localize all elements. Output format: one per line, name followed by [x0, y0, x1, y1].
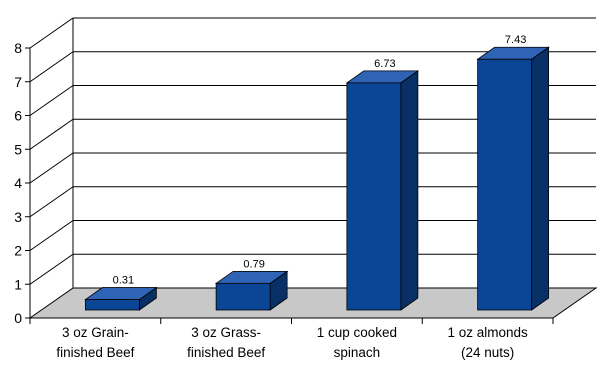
x-tick-label: spinach — [334, 345, 381, 360]
data-label: 0.31 — [113, 275, 134, 287]
gridline-side — [29, 253, 74, 285]
bar-front — [477, 58, 533, 311]
bar-series: 0.31 0.79 6.73 7.43 — [84, 34, 550, 311]
y-tick-label: 4 — [14, 175, 22, 191]
y-tick-label: 8 — [14, 40, 22, 56]
gridline-side — [29, 152, 74, 184]
x-tick-label: finished Beef — [56, 345, 134, 360]
x-tick-label: 1 oz almonds — [447, 325, 528, 340]
bar — [84, 286, 158, 311]
gridline-side — [29, 85, 74, 116]
bar-front — [84, 299, 140, 311]
bar-side — [400, 70, 419, 311]
x-tick-label: 1 cup cooked — [317, 325, 397, 340]
data-label: 6.73 — [374, 58, 395, 70]
x-tick-label: finished Beef — [187, 345, 265, 360]
x-axis: 3 oz Grain-finished Beef 3 oz Grass-finis… — [29, 317, 554, 360]
bar-front — [346, 82, 402, 311]
gridline-side — [29, 220, 74, 251]
data-label: 7.43 — [505, 34, 526, 46]
y-tick-label: 7 — [14, 74, 22, 90]
bar-side — [531, 46, 550, 311]
x-tick-label: 3 oz Grain- — [62, 325, 129, 340]
x-tick-label: 3 oz Grass- — [191, 325, 261, 340]
data-label: 0.79 — [243, 258, 264, 270]
bar-front — [215, 282, 271, 311]
bar — [345, 70, 420, 311]
y-tick-label: 1 — [14, 276, 22, 292]
y-tick-label: 2 — [14, 243, 22, 259]
y-tick-label: 6 — [14, 108, 22, 124]
y-tick-label: 3 — [14, 209, 22, 225]
bar — [214, 270, 289, 311]
y-tick-label: 5 — [14, 141, 22, 157]
y-axis: 0 1 2 3 4 5 6 7 8 — [14, 40, 30, 326]
bar — [476, 46, 550, 311]
x-tick-label: (24 nuts) — [461, 345, 514, 360]
y-tick-label: 0 — [14, 310, 22, 326]
gridline-side — [29, 51, 74, 83]
gridline-side — [29, 17, 74, 49]
gridline-side — [29, 186, 74, 218]
gridline-side — [29, 118, 74, 150]
